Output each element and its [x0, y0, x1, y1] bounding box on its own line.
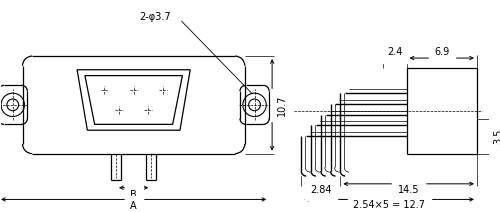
- Text: 10.7: 10.7: [277, 94, 287, 116]
- Text: 2-φ3.7: 2-φ3.7: [140, 12, 171, 22]
- Text: 3.5: 3.5: [494, 129, 500, 144]
- Text: 2.54×5 = 12.7: 2.54×5 = 12.7: [353, 200, 425, 210]
- Text: 2.84: 2.84: [310, 185, 332, 195]
- Text: B: B: [130, 190, 137, 199]
- Text: 2.4: 2.4: [388, 47, 402, 57]
- Text: A: A: [130, 201, 137, 211]
- Text: 6.9: 6.9: [434, 47, 450, 57]
- Text: 14.5: 14.5: [398, 185, 419, 195]
